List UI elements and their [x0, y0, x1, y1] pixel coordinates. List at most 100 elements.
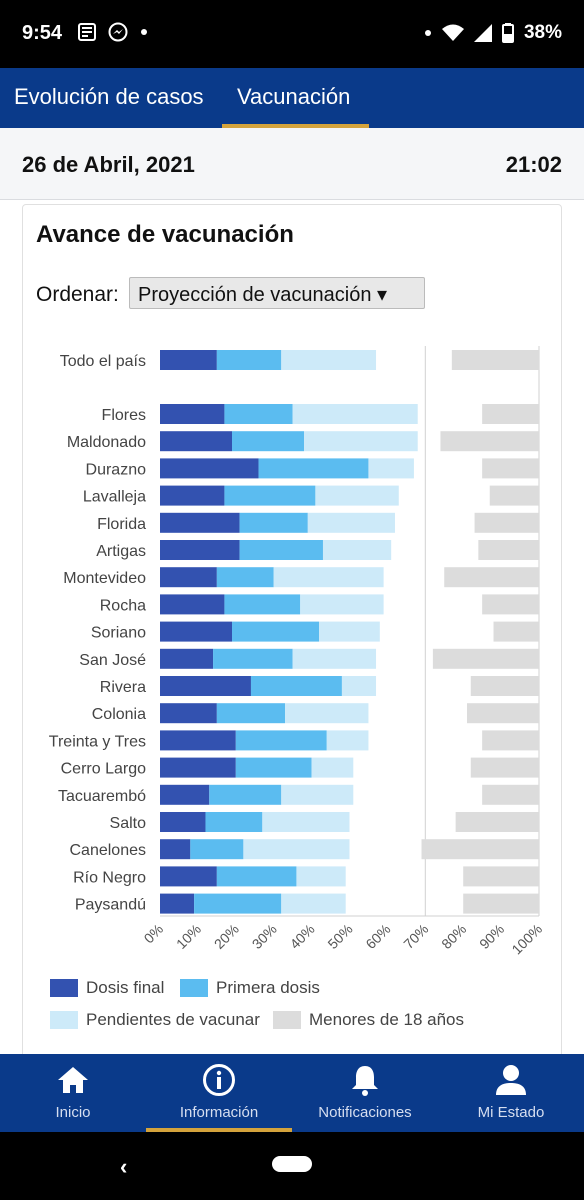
bar-segment [474, 512, 539, 533]
bar-segment [216, 703, 286, 724]
bar-segment [432, 648, 539, 669]
nav-label: Mi Estado [477, 1104, 545, 1121]
sort-select[interactable]: Proyección de vacunación ▾ [129, 277, 425, 309]
bar-segment [470, 676, 539, 696]
bar-segment [239, 512, 308, 533]
bar-segment [232, 431, 305, 452]
bar-segment [160, 431, 233, 452]
active-nav-indicator [146, 1128, 292, 1132]
category-label: Durazno [86, 461, 147, 478]
bar-segment [216, 567, 274, 588]
nav-label: Notificaciones [318, 1104, 412, 1121]
bar-segment [160, 512, 240, 533]
bar-segment [205, 812, 263, 832]
status-time: 9:54 [22, 22, 63, 44]
legend-swatch [50, 979, 78, 997]
bar-segment [281, 893, 346, 914]
bar-segment [190, 839, 244, 860]
chart-legend: Dosis final Primera dosis Pendientes de … [50, 976, 570, 1046]
bar-segment [292, 648, 377, 669]
messenger-icon [108, 22, 128, 42]
nav-inicio[interactable]: Inicio [0, 1054, 146, 1132]
bar-segment [160, 567, 217, 588]
nav-informacion[interactable]: Información [146, 1054, 292, 1132]
bar-segment [315, 485, 399, 506]
bar-segment [285, 703, 369, 724]
dot-icon [141, 29, 147, 35]
bar-segment [463, 866, 539, 887]
x-tick-label: 20% [211, 921, 242, 952]
bar-segment [307, 512, 395, 533]
bar-segment [224, 404, 293, 424]
bottom-nav: Inicio Información Notificaciones Mi Est… [0, 1054, 584, 1132]
category-label: Soriano [91, 625, 146, 642]
bar-segment [341, 676, 377, 696]
battery-percent: 38% [523, 22, 562, 43]
x-tick-label: 30% [249, 921, 280, 952]
category-label: Canelones [70, 842, 147, 859]
status-bar: 9:54 38% [0, 0, 584, 68]
bar-segment [160, 648, 214, 669]
bar-segment [209, 784, 282, 805]
bar-segment [160, 404, 225, 424]
category-label: Florida [97, 516, 146, 533]
card-title: Avance de vacunación [36, 221, 294, 248]
bar-segment [326, 730, 369, 751]
nav-mi-estado[interactable]: Mi Estado [438, 1054, 584, 1132]
legend-label: Pendientes de vacunar [86, 1010, 260, 1029]
x-tick-label: 70% [400, 921, 431, 952]
bar-segment [160, 458, 259, 479]
bell-icon [350, 1062, 380, 1098]
bar-segment [292, 404, 418, 424]
bar-segment [243, 839, 350, 860]
bar-segment [160, 784, 210, 805]
status-right: 38% [424, 22, 562, 44]
bar-segment [368, 458, 414, 479]
nav-notificaciones[interactable]: Notificaciones [292, 1054, 438, 1132]
bar-segment [160, 703, 217, 724]
legend-label: Dosis final [86, 978, 165, 997]
bar-segment [281, 784, 354, 805]
bar-segment [273, 567, 384, 588]
category-label: San José [79, 652, 146, 669]
x-tick-label: 50% [324, 921, 355, 952]
bar-segment [216, 866, 297, 887]
bar-segment [322, 540, 392, 560]
bar-segment [304, 431, 418, 452]
category-label: Lavalleja [83, 489, 146, 506]
bar-segment [482, 784, 539, 805]
bar-segment [235, 757, 312, 778]
tab-vacunacion[interactable]: Vacunación [237, 84, 351, 109]
wifi-icon [441, 24, 464, 41]
legend-item-primera-dosis: Primera dosis [180, 978, 320, 998]
category-label: Paysandú [75, 897, 146, 914]
bar-segment [160, 757, 236, 778]
tab-evolucion-de-casos[interactable]: Evolución de casos [14, 84, 204, 109]
category-label: Río Negro [73, 869, 146, 886]
category-label: Rivera [100, 679, 146, 696]
bar-segment [258, 458, 369, 479]
bar-segment [482, 458, 539, 479]
bar-segment [470, 757, 539, 778]
category-label: Treinta y Tres [49, 733, 146, 750]
bar-segment [300, 594, 384, 615]
active-tab-indicator [222, 124, 369, 128]
bar-segment [194, 893, 282, 914]
home-icon [56, 1062, 90, 1098]
bar-segment [482, 404, 539, 424]
bar-segment [466, 703, 539, 724]
bar-segment [455, 812, 539, 832]
home-pill-icon[interactable] [272, 1156, 312, 1172]
sort-label: Ordenar: [36, 283, 119, 306]
legend-swatch [180, 979, 208, 997]
legend-swatch [273, 1011, 301, 1029]
bar-segment [482, 594, 539, 615]
back-icon[interactable]: ‹ [120, 1154, 128, 1179]
bar-segment [478, 540, 539, 560]
bar-segment [160, 812, 206, 832]
x-tick-label: 40% [287, 921, 318, 952]
news-icon [78, 23, 96, 41]
battery-icon [501, 23, 514, 43]
category-label: Montevideo [63, 570, 146, 587]
bar-segment [160, 350, 217, 370]
